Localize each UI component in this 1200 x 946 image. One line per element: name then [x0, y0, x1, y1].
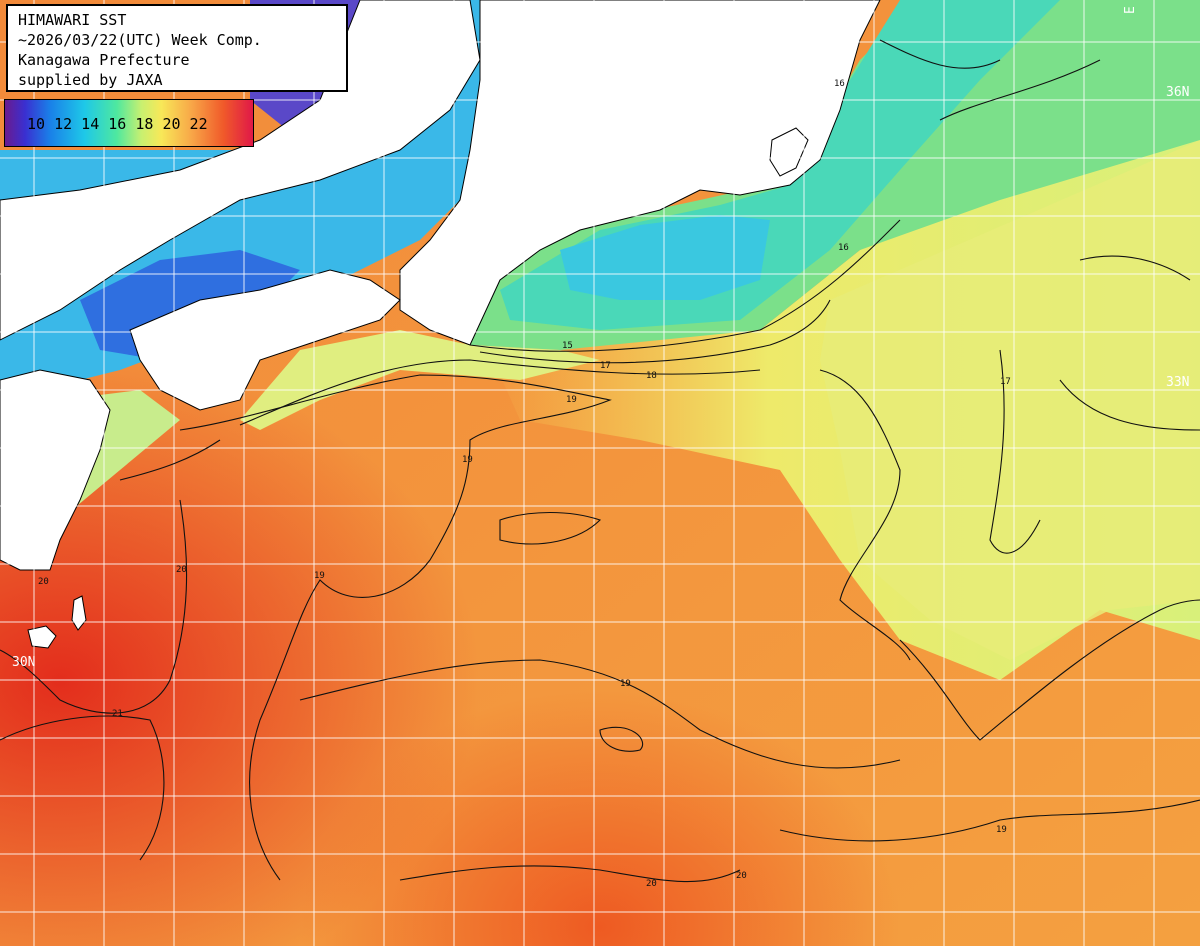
color-scale-legend: 10 12 14 16 18 20 22 — [4, 99, 254, 147]
land-kii-peninsula — [399, 0, 881, 346]
land-island-east — [769, 127, 809, 177]
region-name: Kanagawa Prefecture — [18, 51, 190, 69]
info-box: HIMAWARI SST ~2026/03/22(UTC) Week Comp.… — [6, 4, 348, 92]
contour-labels: 15 16 17 18 19 19 19 19 19 20 20 20 20 2… — [38, 79, 1011, 889]
contour-label: 17 — [1000, 377, 1011, 387]
contour-label: 20 — [38, 577, 49, 587]
data-supplier: supplied by JAXA — [18, 71, 163, 89]
legend-tick-labels: 10 12 14 16 18 20 22 — [27, 115, 208, 133]
isotherm-contours — [0, 39, 1200, 883]
contour-label: 20 — [176, 565, 187, 575]
land-honshu-west — [0, 0, 481, 341]
contour-label: 20 — [736, 871, 747, 881]
contour-label: 19 — [314, 571, 325, 581]
contour-label: 16 — [838, 243, 849, 253]
lat-label-30n: 30N — [12, 655, 35, 670]
sea-bay-cyan — [560, 215, 770, 300]
lon-label-136e: 136E — [483, 9, 498, 40]
contour-label: 17 — [600, 361, 611, 371]
contour-label: 15 — [562, 341, 573, 351]
contour-label: 18 — [646, 371, 657, 381]
land-kyushu — [0, 369, 111, 571]
contour-label: 19 — [996, 825, 1007, 835]
contour-label: 19 — [620, 679, 631, 689]
lat-label-36n: 36N — [1166, 85, 1189, 100]
land-island-sw — [27, 625, 57, 649]
contour-label: 21 — [112, 709, 123, 719]
contour-label: 20 — [646, 879, 657, 889]
lat-label-33n: 33N — [1166, 375, 1189, 390]
product-title: HIMAWARI SST — [18, 11, 127, 29]
contour-label: 19 — [566, 395, 577, 405]
sea-east-yellow — [820, 140, 1200, 660]
date-range: ~2026/03/22(UTC) Week Comp. — [18, 31, 262, 49]
contour-label: 16 — [834, 79, 845, 89]
land-shikoku — [129, 269, 401, 411]
contour-label: 19 — [462, 455, 473, 465]
sea-coast-yellow — [240, 330, 600, 430]
lon-label-e: E — [1123, 6, 1138, 14]
